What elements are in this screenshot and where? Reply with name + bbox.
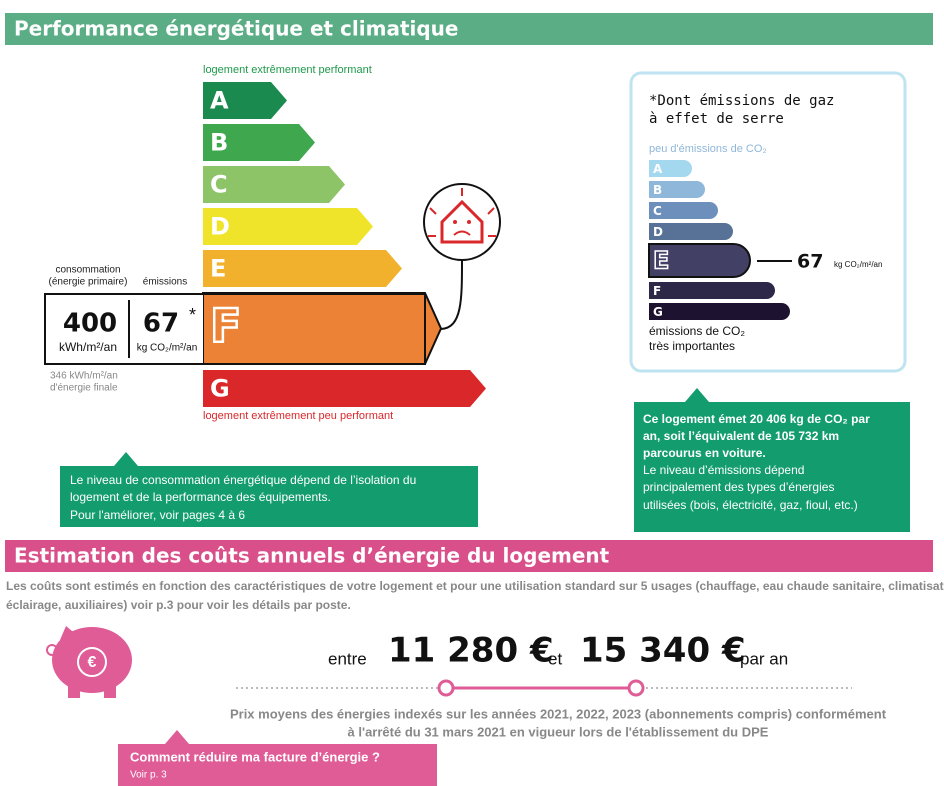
energy-bar	[203, 166, 345, 203]
description: Les coûts sont estimés en fonction des c…	[6, 579, 944, 593]
ges-bar	[649, 181, 705, 198]
section-title: Estimation des coûts annuels d’énergie d…	[14, 544, 610, 568]
icon-arrows	[428, 188, 496, 237]
ges-note: à effet de serre	[649, 111, 784, 127]
callout-text: Le niveau d’émissions dépend	[643, 463, 804, 477]
callout-text: Le niveau de consommation énergétique dé…	[70, 473, 416, 487]
tips-button[interactable]: Comment réduire ma facture d’énergie ? V…	[118, 730, 437, 786]
price-note: à l'arrêté du 31 mars 2021 en vigueur lo…	[348, 724, 769, 739]
ges-class: G	[653, 305, 663, 319]
energy-class: A	[210, 87, 229, 115]
ges-class: D	[653, 225, 663, 239]
scale-top-label: logement extrêmement performant	[203, 64, 372, 76]
svg-text:€: €	[88, 654, 97, 671]
energy-bar	[203, 250, 402, 287]
consumption-label: consommation	[55, 265, 120, 276]
icon-eye	[453, 220, 457, 224]
energy-class: G	[210, 375, 230, 403]
energy-bar	[203, 370, 486, 407]
low-amount: 11 280 €	[388, 631, 554, 671]
energy-class: B	[210, 129, 228, 157]
button-sub[interactable]: Voir p. 3	[130, 770, 167, 781]
emissions-label: émissions	[143, 277, 187, 288]
callout-bold: Ce logement émet 20 406 kg de CO₂ par	[643, 412, 870, 426]
section-title: Performance énergétique et climatique	[14, 17, 458, 41]
ges-value: 67	[797, 251, 823, 273]
section-header	[5, 540, 933, 572]
energy-class: C	[210, 171, 228, 199]
consumption-label: (énergie primaire)	[49, 277, 128, 288]
price-note: Prix moyens des énergies indexés sur les…	[230, 706, 887, 721]
callout-text: logement et de la performance des équipe…	[70, 490, 331, 504]
ges-unit: kg CO₂/m²/an	[834, 260, 882, 269]
consumption-unit: kWh/m²/an	[59, 340, 117, 354]
ges-class: C	[653, 204, 662, 218]
house-icon	[440, 199, 484, 244]
icon-eye	[467, 220, 471, 224]
ges-bottom-label: émissions de CO₂	[649, 324, 745, 338]
high-amount: 15 340 €	[580, 631, 746, 671]
value-box	[44, 293, 426, 365]
ges-class: B	[653, 183, 662, 197]
per-year: par an	[740, 649, 788, 668]
piggy-icon: €	[46, 626, 132, 698]
callout-right	[634, 388, 910, 532]
button-bg[interactable]	[118, 730, 437, 786]
ges-bar	[649, 282, 775, 299]
callout-bold: parcourus en voiture.	[643, 446, 766, 460]
emissions-value: 67	[143, 309, 179, 339]
energy-bar	[203, 208, 373, 245]
section-header	[5, 13, 933, 45]
range-handle	[437, 679, 455, 697]
callout-text: principalement des types d’énergies	[643, 480, 834, 494]
ges-note: *Dont émissions de gaz	[649, 93, 834, 109]
callout-text: Pour l'améliorer, voir pages 4 à 6	[70, 508, 245, 522]
range-handle	[627, 679, 645, 697]
energy-class: E	[210, 255, 226, 283]
ges-bar	[649, 160, 692, 177]
energy-bar	[203, 124, 315, 161]
consumption-value: 400	[63, 309, 117, 339]
callout-left	[60, 452, 478, 527]
final-energy: 346 kWh/m²/an	[50, 371, 118, 382]
callout-bold: an, soit l’équivalent de 105 732 km	[643, 429, 839, 443]
icon-mouth	[453, 230, 471, 236]
description: éclairage, auxiliaires) voir p.3 pour vo…	[6, 598, 351, 612]
and: et	[548, 649, 562, 668]
emissions-unit: kg CO₂/m²/an	[137, 343, 198, 354]
connector	[440, 259, 463, 330]
button-label[interactable]: Comment réduire ma facture d’énergie ?	[130, 749, 380, 764]
ges-bar	[649, 202, 718, 219]
ges-bar	[649, 303, 790, 320]
value-box-bg	[46, 295, 203, 363]
scale-bottom-label: logement extrêmement peu performant	[203, 410, 393, 422]
ges-top-label: peu d'émissions de CO₂	[649, 143, 767, 155]
between: entre	[328, 649, 367, 668]
ges-bar	[649, 223, 734, 240]
final-energy-label: d'énergie finale	[50, 383, 118, 394]
callout-text: utilisées (bois, électricité, gaz, fioul…	[643, 498, 858, 512]
ges-class: A	[653, 162, 663, 176]
asterisk: *	[189, 305, 196, 325]
ges-bar	[648, 243, 751, 278]
energy-class: F	[210, 299, 241, 353]
energy-bar	[203, 82, 287, 119]
energy-class: D	[210, 213, 230, 241]
ges-bottom-label: très importantes	[649, 339, 735, 353]
ges-class: F	[653, 284, 661, 298]
ges-class: E	[653, 247, 669, 275]
